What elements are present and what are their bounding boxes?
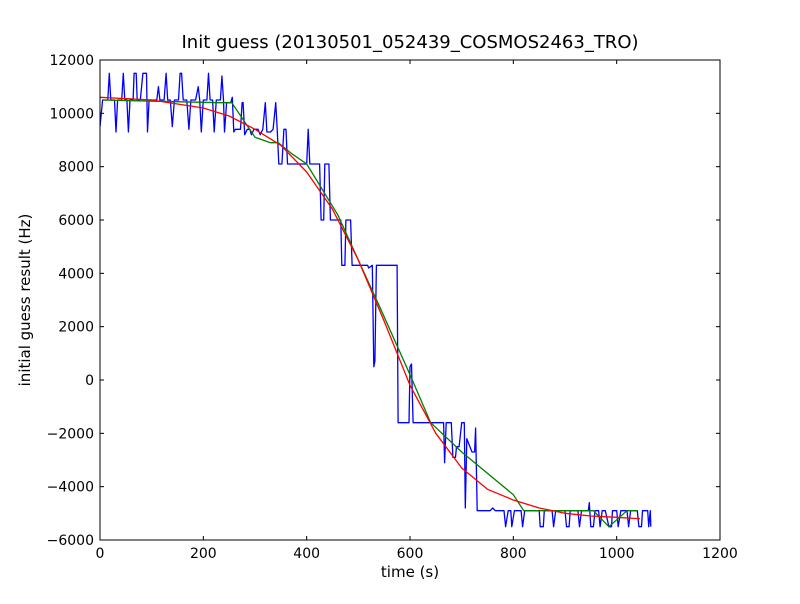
y-tick-label: 12000 bbox=[49, 53, 94, 69]
series-line-fit bbox=[100, 96, 640, 520]
y-tick-label: −2000 bbox=[47, 426, 94, 442]
y-axis-label: initial guess result (Hz) bbox=[16, 214, 34, 387]
x-tick-label: 0 bbox=[96, 546, 105, 562]
x-tick-label: 600 bbox=[397, 546, 424, 562]
y-tick-label: −6000 bbox=[47, 533, 94, 549]
plot-frame bbox=[99, 59, 721, 541]
y-tick-label: 4000 bbox=[58, 266, 94, 282]
x-tick-label: 1000 bbox=[599, 546, 635, 562]
chart-title: Init guess (20130501_052439_COSMOS2463_T… bbox=[181, 32, 638, 53]
y-tick-label: 6000 bbox=[58, 213, 94, 229]
series-line-smoothed bbox=[102, 99, 638, 528]
y-tick-label: −4000 bbox=[47, 480, 94, 496]
x-tick-label: 200 bbox=[190, 546, 217, 562]
y-tick-label: 0 bbox=[85, 373, 94, 389]
x-tick-label: 400 bbox=[293, 546, 320, 562]
y-tick-label: 8000 bbox=[58, 160, 94, 176]
x-tick-label: 1200 bbox=[702, 546, 738, 562]
x-axis-label: time (s) bbox=[381, 563, 439, 581]
series-line-raw bbox=[100, 72, 652, 528]
y-tick-label: 2000 bbox=[58, 320, 94, 336]
x-tick-label: 800 bbox=[500, 546, 527, 562]
y-tick-label: 10000 bbox=[49, 106, 94, 122]
